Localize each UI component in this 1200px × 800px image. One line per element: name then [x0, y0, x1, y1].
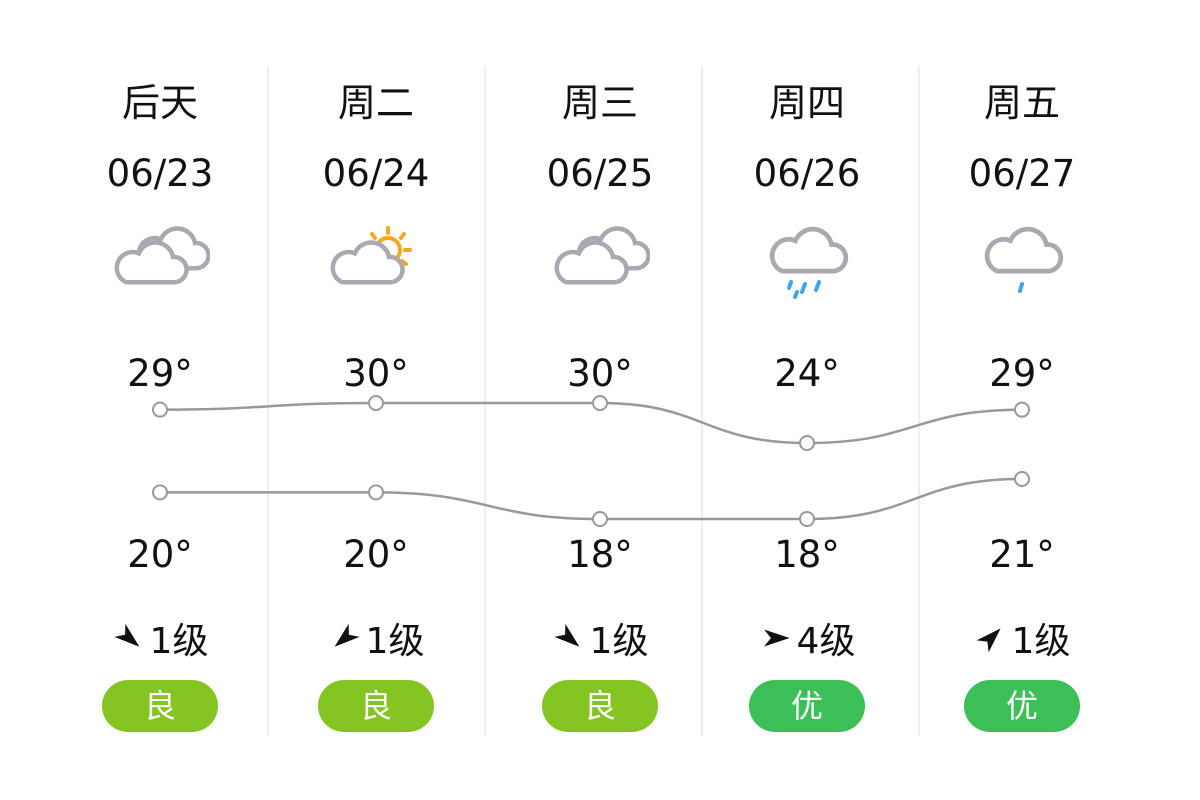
low-temp-line	[160, 477, 1023, 521]
low-temp-point	[152, 484, 168, 501]
day-label: 周五	[983, 81, 1060, 125]
wind-level: 1级	[149, 621, 209, 662]
wind-info: 1级	[492, 612, 708, 664]
column-divider	[918, 66, 920, 736]
forecast-day-column[interactable]: 周二 06/24 30° 20° 1级 良	[268, 0, 484, 800]
low-temp-point	[368, 484, 384, 501]
high-temp-line	[159, 401, 1023, 445]
high-temp: 29°	[989, 352, 1055, 395]
high-temp-point	[799, 435, 815, 451]
column-divider	[267, 66, 269, 736]
low-temp-point	[592, 511, 608, 527]
low-temp: 18°	[567, 533, 633, 576]
low-temp: 20°	[127, 533, 193, 576]
wind-direction-arrow-icon	[763, 629, 790, 647]
high-temp-point	[592, 395, 608, 411]
aqi-badge: 优	[964, 680, 1080, 732]
wind-info: 1级	[52, 612, 268, 664]
wind-info: 1级	[268, 612, 484, 664]
aqi-badge: 良	[102, 680, 218, 732]
wind-level: 4级	[796, 621, 856, 662]
column-divider	[701, 66, 703, 736]
low-temp: 18°	[774, 533, 840, 576]
wind-level: 1级	[365, 621, 425, 662]
high-temp: 30°	[343, 352, 409, 395]
cloudy-icon	[550, 222, 651, 302]
low-temp-point	[799, 511, 815, 527]
light-rain-icon	[972, 222, 1072, 302]
low-temp-point	[1014, 471, 1030, 487]
forecast-day-column[interactable]: 周五 06/27 29° 21° 1级 优	[914, 0, 1130, 800]
wind-info: 4级	[699, 612, 915, 664]
low-temp: 20°	[343, 533, 409, 576]
wind-direction-arrow-icon	[553, 623, 579, 647]
forecast-day-column[interactable]: 周四 06/26 24° 18° 4级 优	[699, 0, 915, 800]
day-label: 周二	[337, 81, 414, 125]
partly-cloudy-icon	[326, 222, 426, 302]
wind-level: 1级	[1011, 621, 1071, 662]
wind-direction-arrow-icon	[976, 628, 1001, 653]
low-temp: 21°	[989, 533, 1055, 576]
high-temp: 24°	[774, 352, 840, 395]
column-divider	[484, 66, 486, 736]
high-temp: 30°	[567, 352, 633, 395]
date-label: 06/26	[753, 152, 861, 195]
wind-info: 1级	[914, 612, 1130, 664]
date-label: 06/24	[322, 152, 430, 195]
cloudy-icon	[110, 222, 211, 302]
aqi-badge: 良	[542, 680, 658, 732]
date-label: 06/27	[968, 152, 1076, 195]
forecast-day-column[interactable]: 后天 06/23 29° 20° 1级 良	[52, 0, 268, 800]
high-temp-point	[368, 395, 384, 411]
high-temp: 29°	[127, 352, 193, 395]
aqi-badge: 优	[749, 680, 865, 732]
moderate-rain-icon	[757, 222, 857, 302]
day-label: 周三	[561, 81, 638, 125]
day-label: 后天	[121, 81, 198, 125]
date-label: 06/25	[546, 152, 654, 195]
wind-direction-arrow-icon	[113, 623, 139, 647]
aqi-badge: 良	[318, 680, 434, 732]
high-temp-point	[152, 401, 168, 418]
date-label: 06/23	[106, 152, 214, 195]
wind-direction-arrow-icon	[334, 623, 360, 647]
day-label: 周四	[768, 81, 845, 125]
forecast-day-column[interactable]: 周三 06/25 30° 18° 1级 良	[492, 0, 708, 800]
high-temp-point	[1014, 401, 1030, 418]
wind-level: 1级	[589, 621, 649, 662]
